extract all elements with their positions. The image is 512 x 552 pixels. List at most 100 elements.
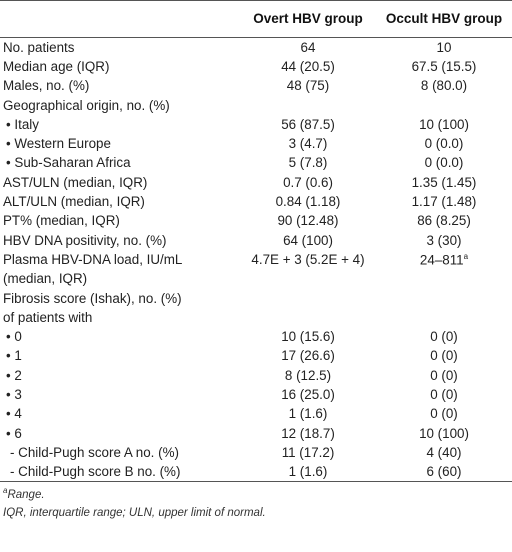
occult-value: 1.17 (1.48) bbox=[411, 194, 477, 210]
occult-value: 4 (40) bbox=[426, 444, 462, 460]
row-label: (median, IQR) bbox=[3, 271, 88, 287]
row-label: HBV DNA positivity, no. (%) bbox=[3, 232, 167, 248]
row-label: of patients with bbox=[3, 309, 93, 325]
table-row: • 4 1 (1.6) 0 (0) bbox=[0, 404, 512, 423]
overt-value bbox=[240, 269, 376, 288]
table-row: • Western Europe 3 (4.7) 0 (0.0) bbox=[0, 134, 512, 153]
header-occult-hbv: Occult HBV group bbox=[376, 1, 512, 38]
row-label: No. patients bbox=[3, 39, 75, 55]
table-row: - Child-Pugh score B no. (%) 1 (1.6) 6 (60… bbox=[0, 462, 512, 483]
row-label: • 6 bbox=[6, 425, 22, 441]
overt-value: 0.84 (1.18) bbox=[275, 194, 341, 210]
table-row: PT% (median, IQR) 90 (12.48) 86 (8.25) bbox=[0, 211, 512, 230]
occult-value: 0 (0.0) bbox=[424, 155, 464, 171]
overt-value: 10 (15.6) bbox=[281, 329, 335, 345]
occult-value: 10 (100) bbox=[419, 116, 469, 132]
row-label: - Child-Pugh score A no. (%) bbox=[10, 444, 179, 460]
row-label: • 4 bbox=[6, 406, 22, 422]
occult-value: 10 (100) bbox=[419, 425, 469, 441]
table-row: of patients with bbox=[0, 308, 512, 327]
row-label: AST/ULN (median, IQR) bbox=[3, 174, 148, 190]
occult-value: 8 (80.0) bbox=[420, 78, 468, 94]
overt-value: 8 (12.5) bbox=[284, 367, 332, 383]
table-row: ALT/ULN (median, IQR) 0.84 (1.18) 1.17 (1.… bbox=[0, 192, 512, 211]
row-label: Males, no. (%) bbox=[3, 78, 90, 94]
row-label: ALT/ULN (median, IQR) bbox=[3, 194, 145, 210]
overt-value: 44 (20.5) bbox=[281, 58, 335, 74]
row-label: • Western Europe bbox=[6, 136, 111, 152]
overt-value: 5 (7.8) bbox=[288, 155, 328, 171]
overt-value: 1 (1.6) bbox=[288, 406, 328, 422]
range-footnote-marker: a bbox=[463, 251, 469, 261]
table-row: • Sub-Saharan Africa 5 (7.8) 0 (0.0) bbox=[0, 153, 512, 172]
row-label: PT% (median, IQR) bbox=[3, 213, 120, 229]
occult-value: 1.35 (1.45) bbox=[411, 174, 477, 190]
overt-value bbox=[240, 308, 376, 327]
table-row: • 2 8 (12.5) 0 (0) bbox=[0, 366, 512, 385]
occult-value: 67.5 (15.5) bbox=[411, 58, 477, 74]
overt-value: 90 (12.48) bbox=[277, 213, 339, 229]
row-label: • 2 bbox=[6, 367, 22, 383]
overt-value: 56 (87.5) bbox=[281, 116, 335, 132]
occult-value: 6 (60) bbox=[376, 462, 512, 483]
overt-value: 17 (26.6) bbox=[281, 348, 335, 364]
occult-value: 24–811a bbox=[376, 250, 512, 269]
occult-value: 3 (30) bbox=[426, 232, 462, 248]
patient-characteristics-table: Overt HBV group Occult HBV group No. pat… bbox=[0, 1, 512, 483]
table-row: • Italy 56 (87.5) 10 (100) bbox=[0, 115, 512, 134]
table-row: (median, IQR) bbox=[0, 269, 512, 288]
table-row: Plasma HBV-DNA load, IU/mL 4.7E + 3 (5.2E… bbox=[0, 250, 512, 269]
table-row: • 1 17 (26.6) 0 (0) bbox=[0, 346, 512, 365]
row-label: • Sub-Saharan Africa bbox=[6, 155, 131, 171]
header-overt-hbv: Overt HBV group bbox=[240, 1, 376, 38]
overt-value: 3 (4.7) bbox=[288, 136, 328, 152]
top-rule bbox=[0, 0, 512, 1]
table-row: HBV DNA positivity, no. (%) 64 (100) 3 (30… bbox=[0, 230, 512, 249]
table-row: No. patients 64 10 bbox=[0, 37, 512, 57]
row-label: • Italy bbox=[6, 116, 39, 132]
overt-value: 16 (25.0) bbox=[281, 386, 335, 402]
footnote-range-text: Range. bbox=[7, 489, 45, 502]
occult-value: 0 (0) bbox=[430, 406, 458, 422]
table-row: - Child-Pugh score A no. (%) 11 (17.2) 4 (… bbox=[0, 443, 512, 462]
occult-value bbox=[376, 288, 512, 307]
row-label: Median age (IQR) bbox=[3, 58, 110, 74]
table-row: Median age (IQR) 44 (20.5) 67.5 (15.5) bbox=[0, 57, 512, 76]
overt-value: 11 (17.2) bbox=[281, 444, 335, 460]
overt-value bbox=[240, 95, 376, 114]
occult-value-text: 24–811 bbox=[419, 252, 464, 268]
occult-value bbox=[376, 269, 512, 288]
table-row: • 3 16 (25.0) 0 (0) bbox=[0, 385, 512, 404]
occult-value bbox=[376, 95, 512, 114]
overt-value bbox=[240, 288, 376, 307]
footnote-marker: a bbox=[3, 486, 8, 496]
row-label: Fibrosis score (Ishak), no. (%) bbox=[3, 290, 182, 306]
table-row: • 0 10 (15.6) 0 (0) bbox=[0, 327, 512, 346]
occult-value: 0 (0) bbox=[430, 386, 458, 402]
occult-value: 0 (0) bbox=[430, 329, 458, 345]
row-label: • 0 bbox=[6, 329, 22, 345]
row-label: - Child-Pugh score B no. (%) bbox=[0, 462, 240, 483]
table-row: AST/ULN (median, IQR) 0.7 (0.6) 1.35 (1.45… bbox=[0, 173, 512, 192]
row-label: Plasma HBV-DNA load, IU/mL bbox=[3, 251, 183, 267]
table-row: Geographical origin, no. (%) bbox=[0, 95, 512, 114]
row-label: • 1 bbox=[6, 348, 22, 364]
overt-value: 12 (18.7) bbox=[281, 425, 335, 441]
occult-value: 0 (0.0) bbox=[424, 136, 464, 152]
row-label: • 3 bbox=[6, 386, 22, 402]
overt-value: 64 bbox=[300, 39, 316, 55]
table-header-row: Overt HBV group Occult HBV group bbox=[0, 1, 512, 38]
occult-value: 10 bbox=[436, 39, 452, 55]
row-label: Geographical origin, no. (%) bbox=[3, 97, 170, 113]
overt-value: 1 (1.6) bbox=[240, 462, 376, 483]
table-row: • 6 12 (18.7) 10 (100) bbox=[0, 423, 512, 442]
footnote-abbreviations: IQR, interquartile range; ULN, upper lim… bbox=[3, 507, 266, 520]
occult-value: 0 (0) bbox=[430, 367, 458, 383]
overt-value: 48 (75) bbox=[286, 78, 330, 94]
header-col-label bbox=[0, 1, 240, 38]
occult-value: 0 (0) bbox=[430, 348, 458, 364]
overt-value: 64 (100) bbox=[283, 232, 333, 248]
table-body: No. patients 64 10 Median age (IQR) 44 (20.5… bbox=[0, 37, 512, 483]
overt-value: 4.7E + 3 (5.2E + 4) bbox=[251, 251, 365, 267]
